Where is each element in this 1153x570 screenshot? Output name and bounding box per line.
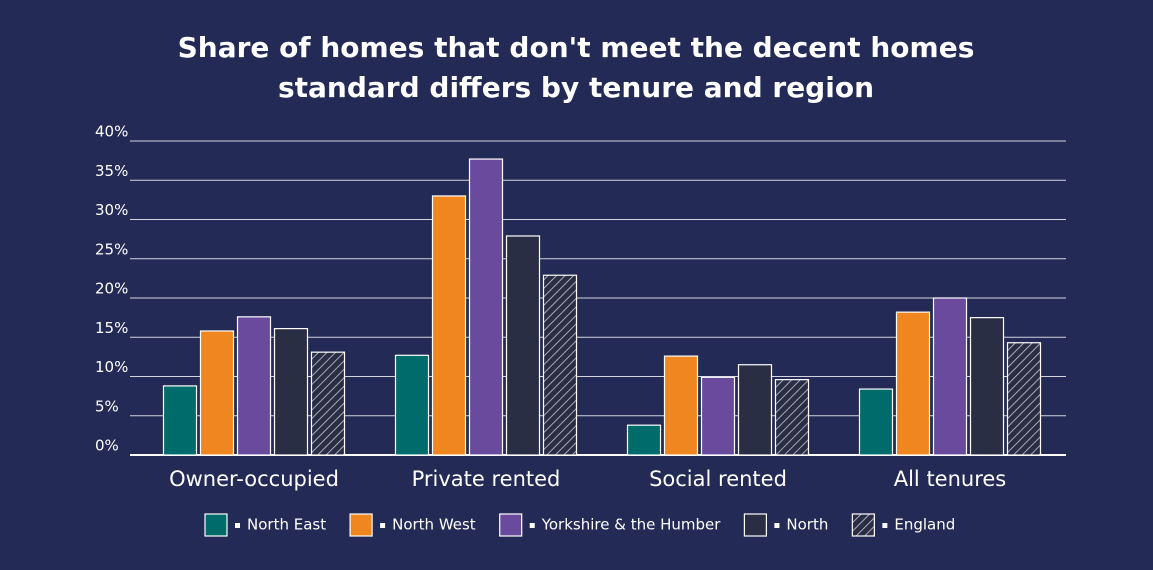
bar [626, 424, 662, 456]
legend-bullet [774, 523, 780, 528]
x-tick-label: Social rented [649, 467, 787, 491]
bar [273, 328, 309, 456]
legend-bullet [529, 523, 535, 528]
legend-swatch [204, 513, 228, 537]
bar [394, 354, 430, 456]
x-tick-label: All tenures [894, 467, 1007, 491]
y-tick-label: 5% [95, 397, 119, 415]
x-tick-label: Private rented [412, 467, 561, 491]
y-tick-label: 0% [95, 437, 119, 455]
legend-label: Yorkshire & the Humber [541, 516, 722, 534]
bar [932, 297, 968, 456]
bar [199, 330, 235, 456]
bar [431, 195, 467, 456]
y-tick-label: 35% [95, 162, 128, 180]
legend-label: North East [247, 516, 326, 534]
x-tick-label: Owner-occupied [169, 467, 339, 491]
bar [895, 311, 931, 456]
y-tick-label: 20% [95, 280, 128, 298]
legend-swatch [851, 513, 875, 537]
y-tick-label: 10% [95, 358, 128, 376]
legend-label: North [786, 516, 828, 534]
legend-swatch [743, 513, 768, 537]
legend-bullet [882, 523, 888, 528]
bar [310, 351, 346, 456]
chart-title: Share of homes that don't meet the decen… [177, 31, 975, 104]
y-tick-label: 40% [95, 123, 128, 141]
bar [468, 158, 504, 456]
y-tick-label: 25% [95, 240, 128, 258]
bar [1006, 342, 1042, 456]
bar [236, 316, 272, 456]
legend-bullet [380, 523, 386, 528]
y-tick-label: 15% [95, 319, 128, 337]
bar [737, 364, 773, 456]
bar [162, 385, 198, 456]
bar [774, 379, 810, 456]
bar [505, 235, 541, 456]
y-tick-label: 30% [95, 201, 128, 219]
legend-swatch [499, 513, 523, 537]
bar [858, 388, 894, 456]
bar [700, 376, 736, 456]
legend-bullet [235, 523, 240, 528]
legend-swatch [349, 513, 373, 537]
legend-label: North West [392, 516, 476, 534]
bar [969, 317, 1005, 456]
legend-label: England [894, 516, 955, 534]
bar [542, 274, 578, 456]
bar [663, 355, 699, 456]
